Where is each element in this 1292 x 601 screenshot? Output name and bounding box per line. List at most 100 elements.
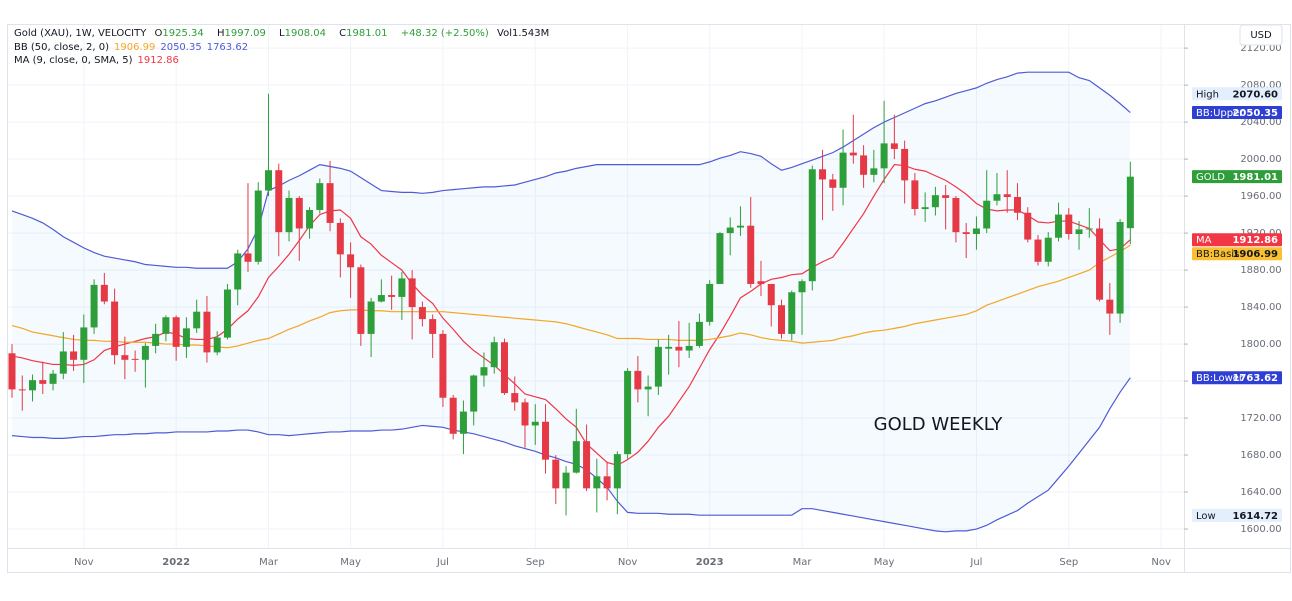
candles-layer: [8, 93, 1134, 516]
candle-body: [942, 195, 950, 198]
price-label-value: 1614.72: [1232, 511, 1278, 522]
candle-body: [449, 397, 457, 434]
candle-body: [747, 225, 755, 284]
candle-body: [1075, 229, 1083, 235]
candle-body: [172, 317, 180, 347]
quote-close: C1981.01: [339, 28, 392, 39]
quote-value: 1.543M: [511, 28, 550, 39]
candle-body: [500, 342, 508, 394]
y-tick-label: 1880.00: [1240, 265, 1281, 276]
candle-body: [675, 346, 683, 351]
candle-body: [162, 317, 170, 334]
price-label-value: 1906.99: [1232, 249, 1278, 260]
candle-body: [870, 168, 878, 175]
candle-body: [1106, 299, 1114, 314]
price-label-value: 2070.60: [1232, 89, 1278, 100]
candle-body: [829, 179, 837, 188]
indicator-name: MA (9, close, 0, SMA, 5): [14, 55, 133, 66]
candle-body: [459, 411, 467, 434]
candle-body: [234, 253, 242, 290]
candle-body: [901, 148, 909, 181]
x-tick-label: Nov: [618, 557, 638, 568]
candle-body: [798, 281, 806, 293]
candle-body: [603, 476, 611, 489]
candle-body: [213, 337, 221, 353]
candle-body: [583, 441, 591, 489]
candle-body: [767, 283, 775, 306]
quote-value: 1981.01: [346, 28, 388, 39]
candle-body: [439, 333, 447, 398]
candle-body: [59, 351, 67, 374]
y-tick-label: 1840.00: [1240, 302, 1281, 313]
quote-key: H: [216, 28, 225, 39]
x-tick-label: 2022: [162, 557, 190, 568]
x-tick-label: Jul: [969, 557, 982, 568]
price-label-box: [1192, 371, 1282, 385]
candle-body: [336, 222, 344, 255]
candle-body: [480, 367, 488, 376]
candle-body: [511, 393, 519, 403]
candle-body: [1044, 237, 1052, 262]
candle-body: [778, 305, 785, 334]
y-tick-label: 1600.00: [1240, 524, 1281, 535]
candle-body: [921, 207, 929, 210]
candle-body: [490, 342, 498, 368]
indicator-value: 2050.35: [160, 41, 202, 53]
candle-body: [613, 454, 621, 489]
candle-body: [716, 233, 724, 284]
x-tick-label: Jul: [436, 557, 449, 568]
candle-body: [1013, 197, 1021, 213]
x-tick-label: 2023: [696, 557, 724, 568]
candle-body: [70, 351, 78, 360]
indicator-name: BB (50, close, 2, 0): [14, 41, 109, 53]
band-fill-layer: [12, 72, 1131, 532]
y-tick-label: 1960.00: [1240, 191, 1281, 202]
candle-body: [152, 333, 160, 346]
candle-body: [357, 267, 365, 334]
candle-body: [398, 278, 406, 297]
price-label-name: BB:Upper: [1196, 108, 1244, 119]
price-label-name: High: [1196, 89, 1219, 100]
candle-body: [849, 152, 857, 156]
lines-layer: [11, 71, 1131, 533]
indicator-value: 1906.99: [113, 41, 156, 53]
price-label-box: [1192, 247, 1282, 261]
candle-body: [111, 301, 119, 356]
annotation: GOLD WEEKLY: [874, 414, 1004, 435]
x-tick-label: Mar: [793, 557, 813, 568]
candle-body: [49, 373, 57, 384]
candle-body: [593, 476, 601, 489]
candle-body: [377, 295, 385, 302]
chart-border: [7, 24, 1291, 573]
candle-body: [972, 228, 980, 235]
candle-body: [182, 328, 190, 347]
candle-body: [408, 278, 416, 308]
candle-body: [993, 194, 1001, 201]
candle-body: [531, 421, 539, 426]
candle-body: [316, 183, 324, 210]
candle-body: [347, 254, 355, 268]
indicator-rows: BB (50, close, 2, 0) 1906.99 2050.35 1763.6…: [14, 41, 559, 68]
candle-body: [1003, 194, 1011, 198]
grid: [8, 25, 1184, 548]
candle-body: [80, 327, 88, 360]
candle-body: [819, 169, 827, 180]
price-label-value: 1912.86: [1232, 235, 1278, 246]
extreme-label: Low 1614.72: [1192, 508, 1282, 522]
candle-body: [665, 346, 673, 349]
candle-body: [141, 345, 149, 360]
candle-body: [254, 190, 262, 262]
y-tick-label: 2120.00: [1240, 43, 1281, 54]
candle-body: [542, 421, 550, 460]
quote-row: Gold (XAU), 1W, VELOCITY O1925.34 H1997.…: [14, 27, 559, 41]
candle-body: [203, 311, 211, 353]
indicator-row: MA (9, close, 0, SMA, 5) 1912.86: [14, 54, 559, 68]
candle-body: [839, 152, 847, 188]
candle-body: [860, 155, 868, 175]
x-tick-label: Mar: [259, 557, 279, 568]
quote-key: Vol: [497, 28, 512, 39]
y-tick-label: 2040.00: [1240, 117, 1281, 128]
